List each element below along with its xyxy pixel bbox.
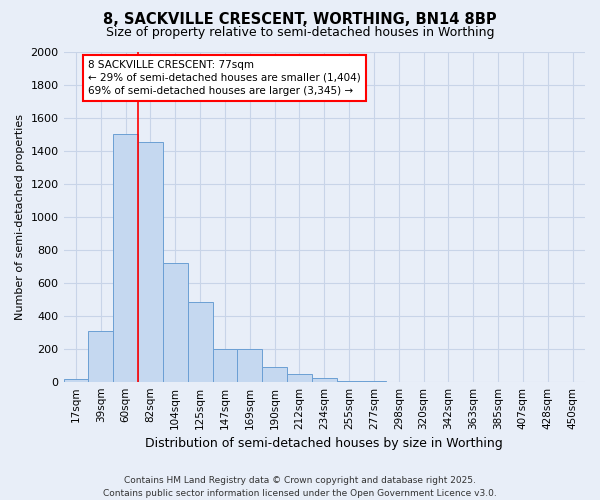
Bar [212,350,238,382]
Bar [287,374,312,382]
Bar [188,302,212,382]
Bar [138,142,163,382]
Bar [337,381,362,382]
Bar [238,350,262,382]
Text: Contains HM Land Registry data © Crown copyright and database right 2025.
Contai: Contains HM Land Registry data © Crown c… [103,476,497,498]
Y-axis label: Number of semi-detached properties: Number of semi-detached properties [15,114,25,320]
Bar [163,263,188,382]
Bar [64,379,88,382]
Bar [312,378,337,382]
Bar [113,134,138,382]
X-axis label: Distribution of semi-detached houses by size in Worthing: Distribution of semi-detached houses by … [145,437,503,450]
Bar [262,367,287,382]
Text: 8, SACKVILLE CRESCENT, WORTHING, BN14 8BP: 8, SACKVILLE CRESCENT, WORTHING, BN14 8B… [103,12,497,28]
Bar [88,330,113,382]
Text: 8 SACKVILLE CRESCENT: 77sqm
← 29% of semi-detached houses are smaller (1,404)
69: 8 SACKVILLE CRESCENT: 77sqm ← 29% of sem… [88,60,361,96]
Text: Size of property relative to semi-detached houses in Worthing: Size of property relative to semi-detach… [106,26,494,39]
